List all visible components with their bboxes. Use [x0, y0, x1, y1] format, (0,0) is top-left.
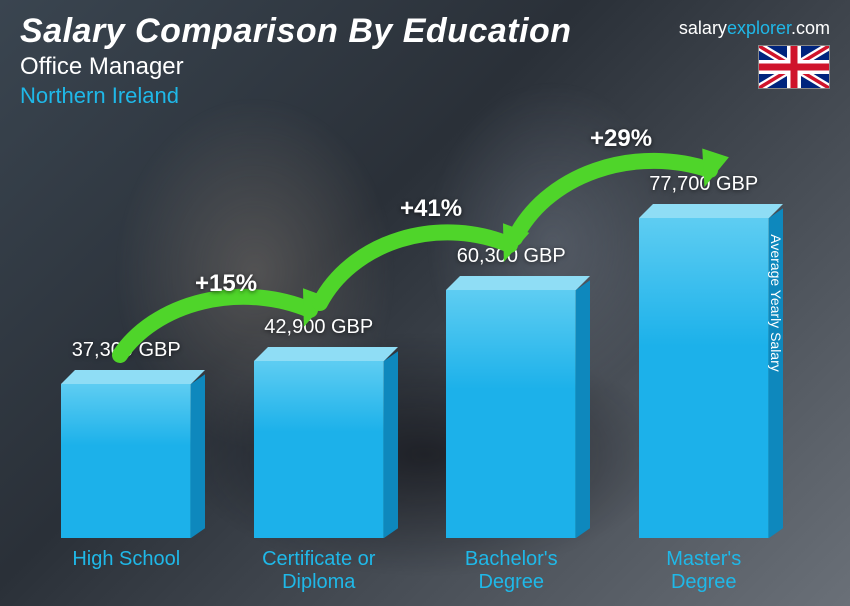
brand-name: salaryexplorer.com [679, 18, 830, 39]
delta-pct-label: +41% [400, 195, 462, 223]
bar-side [576, 280, 590, 538]
bar-side [384, 351, 398, 538]
bar-top [61, 370, 191, 384]
uk-flag-icon [758, 45, 830, 89]
bar [639, 204, 769, 538]
delta-pct-label: +15% [195, 270, 257, 298]
bar-value-label: 60,300 GBP [457, 245, 566, 268]
bar-front [639, 218, 769, 538]
bar-slot: 37,300 GBP High School [30, 130, 223, 596]
bar-category-label: Certificate or Diploma [262, 548, 375, 596]
bar-value-label: 42,900 GBP [264, 316, 373, 339]
bar-value-label: 77,700 GBP [649, 173, 758, 196]
bar [254, 347, 384, 538]
bar-top [254, 347, 384, 361]
bar-category-label: High School [72, 548, 180, 596]
delta-pct-label: +29% [590, 125, 652, 153]
bar-side [191, 374, 205, 538]
bar [446, 276, 576, 538]
bar-front [254, 361, 384, 538]
bar-top [446, 276, 576, 290]
bar-slot: 42,900 GBP Certificate or Diploma [223, 130, 416, 596]
brand-part-plain: salary [679, 18, 727, 38]
bar-front [61, 384, 191, 538]
y-axis-label: Average Yearly Salary [767, 234, 783, 372]
bar-category-label: Master's Degree [666, 548, 741, 596]
bar-category-label: Bachelor's Degree [465, 548, 558, 596]
bar-front [446, 290, 576, 538]
bar-top [639, 204, 769, 218]
bar [61, 370, 191, 538]
bar-value-label: 37,300 GBP [72, 339, 181, 362]
brand-block: salaryexplorer.com [679, 18, 830, 89]
brand-part-suffix: .com [791, 18, 830, 38]
brand-part-accent: explorer [727, 18, 791, 38]
